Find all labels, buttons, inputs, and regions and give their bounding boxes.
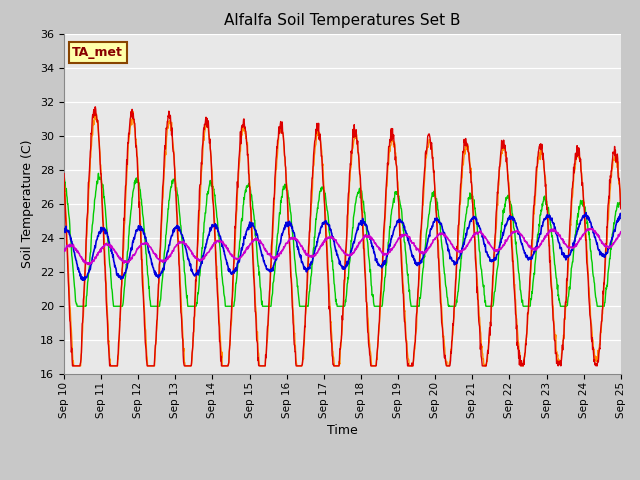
Text: TA_met: TA_met <box>72 46 124 59</box>
X-axis label: Time: Time <box>327 424 358 437</box>
Y-axis label: Soil Temperature (C): Soil Temperature (C) <box>22 140 35 268</box>
Title: Alfalfa Soil Temperatures Set B: Alfalfa Soil Temperatures Set B <box>224 13 461 28</box>
